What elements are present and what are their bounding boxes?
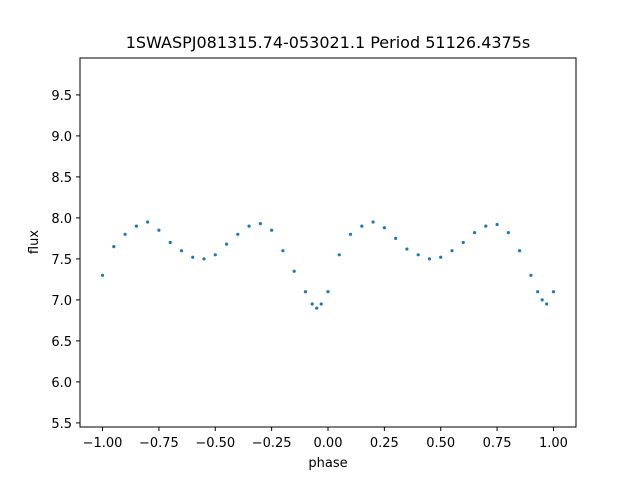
data-point <box>270 228 274 232</box>
x-tick-label: −0.25 <box>252 436 292 451</box>
x-axis-label: phase <box>308 456 347 471</box>
data-point <box>247 224 251 228</box>
data-point <box>236 232 240 236</box>
data-point <box>348 232 353 236</box>
x-tick-label: 0.50 <box>426 436 455 451</box>
data-point <box>258 222 262 226</box>
data-point <box>427 257 432 261</box>
data-point <box>123 232 127 236</box>
data-point <box>536 290 540 294</box>
data-point <box>213 253 217 257</box>
data-point <box>134 224 138 228</box>
x-tick-label: −1.00 <box>83 436 123 451</box>
data-point <box>303 290 308 294</box>
data-point <box>179 249 184 253</box>
data-point <box>292 269 296 273</box>
y-tick-label: 5.5 <box>51 417 72 432</box>
data-point <box>157 228 161 232</box>
x-tick-label: 0.25 <box>370 436 399 451</box>
y-tick-label: 8.0 <box>51 212 72 227</box>
scatter-points <box>100 220 556 310</box>
data-point <box>326 290 330 294</box>
data-point <box>461 240 465 245</box>
data-point <box>545 302 549 306</box>
data-point <box>416 253 420 257</box>
data-point <box>319 302 323 306</box>
data-point <box>484 224 488 228</box>
data-point <box>100 273 105 277</box>
x-tick-label: 0.00 <box>314 436 343 451</box>
data-point <box>310 302 314 306</box>
data-point <box>529 273 533 277</box>
data-point <box>202 257 206 261</box>
data-point <box>540 298 544 302</box>
x-axis: −1.00 −0.75 −0.50 −0.25 0.00 0.25 0.50 0.75 1.00 <box>83 427 568 451</box>
data-point <box>146 220 150 224</box>
data-point <box>439 255 443 259</box>
data-point <box>518 249 522 253</box>
data-point <box>281 249 285 253</box>
data-point <box>360 224 364 228</box>
chart-title: 1SWASPJ081315.74-053021.1 Period 51126.4… <box>126 33 531 52</box>
data-point <box>315 306 319 310</box>
y-tick-label: 6.0 <box>51 376 72 391</box>
y-tick-label: 9.5 <box>51 89 72 104</box>
data-point <box>112 245 116 249</box>
y-tick-label: 6.5 <box>51 335 72 350</box>
data-point <box>224 242 229 246</box>
data-point <box>382 226 386 230</box>
x-tick-label: −0.50 <box>195 436 235 451</box>
data-point <box>495 222 499 227</box>
y-tick-label: 9.0 <box>51 130 72 145</box>
data-point <box>168 240 172 245</box>
x-tick-label: 0.75 <box>483 436 512 451</box>
y-axis-label: flux <box>27 230 42 254</box>
y-tick-label: 7.5 <box>51 253 72 268</box>
plot-frame <box>79 57 577 428</box>
data-point <box>337 253 341 257</box>
data-point <box>472 231 477 235</box>
y-tick-label: 8.5 <box>51 171 72 186</box>
data-point <box>191 255 195 259</box>
y-tick-label: 7.0 <box>51 294 72 309</box>
y-axis: 5.5 6.0 6.5 7.0 7.5 8.0 8.5 9.0 9.5 <box>51 89 80 432</box>
data-point <box>551 290 556 294</box>
x-tick-label: 1.00 <box>539 436 568 451</box>
data-point <box>371 220 375 224</box>
x-tick-label: −0.75 <box>139 436 179 451</box>
data-point <box>405 247 409 251</box>
data-point <box>394 236 398 240</box>
data-point <box>506 231 510 235</box>
data-point <box>450 249 454 253</box>
